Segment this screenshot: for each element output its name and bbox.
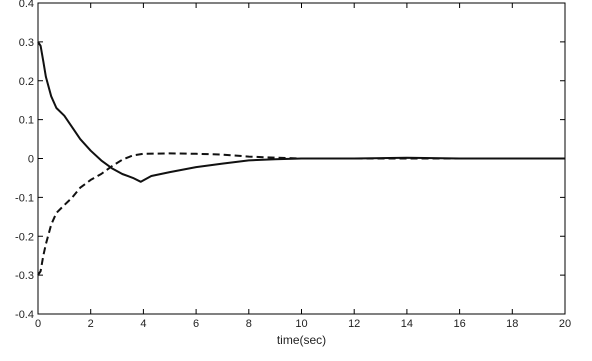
- y-tick-label: -0.2: [15, 231, 34, 243]
- x-tick-label: 14: [401, 318, 413, 330]
- y-tick-label: 0.4: [19, 0, 34, 10]
- x-tick-label: 16: [453, 318, 465, 330]
- x-tick-label: 4: [140, 318, 146, 330]
- x-axis-label: time(sec): [277, 333, 326, 347]
- x-tick-label: 6: [193, 318, 199, 330]
- x-tick-label: 10: [295, 318, 307, 330]
- y-tick-label: -0.4: [15, 309, 34, 321]
- x-tick-label: 12: [348, 318, 360, 330]
- y-tick-label: 0.3: [19, 37, 34, 49]
- x-tick-label: 20: [559, 318, 571, 330]
- y-tick-label: 0.2: [19, 76, 34, 88]
- dashed-series-line: [37, 152, 565, 276]
- x-tick-label: 8: [246, 318, 252, 330]
- y-tick-label: -0.1: [15, 192, 34, 204]
- y-tick-label: -0.3: [15, 270, 34, 282]
- y-tick-label: 0.1: [19, 115, 34, 127]
- x-tick-label: 0: [35, 318, 41, 330]
- x-tick-label: 18: [506, 318, 518, 330]
- x-tick-label: 2: [88, 318, 94, 330]
- y-tick-label: 0: [28, 154, 34, 166]
